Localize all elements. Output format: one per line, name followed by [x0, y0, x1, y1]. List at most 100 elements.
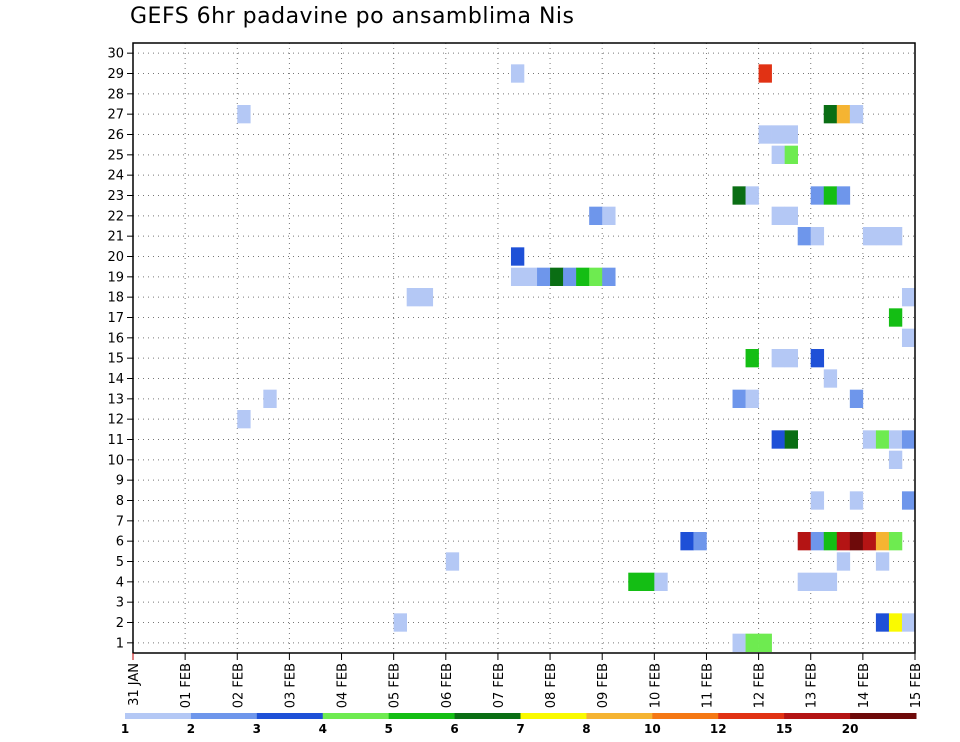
y-tick-label: 25 [107, 148, 124, 163]
heatmap-cell [836, 105, 851, 124]
heatmap-cell [875, 613, 890, 632]
y-tick-label: 5 [116, 555, 124, 570]
legend-swatch [125, 713, 192, 719]
heatmap-cell [237, 105, 251, 124]
legend-label: 4 [319, 722, 327, 736]
heatmap-cell [745, 633, 759, 652]
y-tick-label: 18 [107, 291, 124, 306]
heatmap-cell [810, 349, 825, 368]
legend-swatch [190, 713, 258, 719]
heatmap-cell [823, 369, 838, 388]
heatmap-cell [745, 349, 759, 368]
y-tick-label: 16 [107, 331, 124, 346]
heatmap-cell [888, 308, 903, 327]
y-tick-label: 8 [116, 494, 124, 509]
heatmap-cell [550, 267, 564, 286]
heatmap-cell [510, 247, 525, 266]
heatmap-cell [810, 532, 825, 551]
color-legend: 1 2 3 4 5 6 7 8 10 12 15 20 [121, 713, 917, 736]
heatmap-cell [589, 267, 603, 286]
chart-title: GEFS 6hr padavine po ansamblima Nis [130, 4, 575, 29]
x-tick-label: 10 FEB [648, 663, 663, 708]
y-tick-label: 15 [107, 352, 124, 367]
x-tick-label: 06 FEB [440, 663, 455, 708]
heatmap-cell [771, 430, 785, 449]
legend-label: 12 [710, 722, 727, 736]
y-tick-label: 2 [116, 616, 124, 631]
legend-swatch [388, 713, 456, 719]
heatmap-cell [419, 288, 434, 307]
heatmap-cell [510, 64, 525, 83]
heatmap-cell [901, 328, 916, 347]
heatmap-cell [797, 572, 812, 591]
legend-label: 8 [582, 722, 590, 736]
y-tick-label: 14 [107, 372, 124, 387]
y-tick-label: 23 [107, 189, 124, 204]
y-tick-label: 1 [116, 636, 124, 651]
heatmap-cell [849, 491, 864, 510]
legend-label: 3 [253, 722, 261, 736]
plot-frame [132, 42, 916, 654]
heatmap-cell [797, 532, 812, 551]
legend-swatch [520, 713, 587, 719]
heatmap-cell [810, 491, 825, 510]
heatmap-cell [888, 227, 903, 246]
y-tick-label: 28 [107, 87, 124, 102]
heatmap-cell [810, 572, 825, 591]
legend-label: 7 [516, 722, 524, 736]
heatmap-cell [901, 613, 916, 632]
heatmap-cell [576, 267, 590, 286]
heatmap-cell [901, 430, 916, 449]
x-axis: 31 JAN 01 FEB 02 FEB 03 FEB 04 FEB 05 FEB 06 F… [127, 653, 924, 708]
heatmap-cell [810, 186, 825, 205]
legend-label: 5 [384, 722, 392, 736]
heatmap-cell [823, 186, 838, 205]
legend-swatch [322, 713, 390, 719]
heatmap-cell [628, 572, 642, 591]
heatmap-cell [641, 572, 655, 591]
heatmap-cell [771, 145, 785, 164]
heatmap-cell [745, 186, 759, 205]
heatmap-cell [888, 532, 903, 551]
legend-label: 2 [187, 722, 195, 736]
legend-swatch [256, 713, 324, 719]
x-tick-label: 03 FEB [283, 663, 298, 708]
heatmap-cell [510, 267, 525, 286]
y-tick-label: 7 [116, 514, 124, 529]
y-tick-label: 9 [116, 474, 124, 489]
y-tick-label: 3 [116, 596, 124, 611]
heatmap-cell [602, 206, 616, 225]
heatmap-cell [758, 64, 772, 83]
heatmap-cell [810, 227, 825, 246]
heatmap-cell [563, 267, 577, 286]
heatmap-cell [784, 145, 798, 164]
heatmap-cell [836, 552, 851, 571]
heatmap-cell [745, 389, 759, 408]
heatmap-cell [784, 125, 798, 144]
y-tick-label: 12 [107, 413, 124, 428]
x-tick-label: 05 FEB [388, 663, 403, 708]
heatmap-cell [901, 288, 916, 307]
heatmap-cell [875, 532, 890, 551]
legend-swatch [718, 713, 785, 719]
heatmap-cell [732, 389, 746, 408]
x-tick-label: 09 FEB [596, 663, 611, 708]
x-tick-label: 31 JAN [127, 663, 142, 706]
x-tick-label: 02 FEB [231, 663, 246, 708]
x-tick-label: 04 FEB [336, 663, 351, 708]
y-tick-label: 27 [107, 108, 124, 123]
x-tick-label: 07 FEB [492, 663, 507, 708]
x-tick-label: 15 FEB [909, 663, 924, 708]
heatmap-cell [771, 206, 785, 225]
legend-swatch [850, 713, 917, 719]
heatmap-cell [888, 613, 903, 632]
x-tick-label: 01 FEB [179, 663, 194, 708]
y-tick-label: 21 [107, 230, 124, 245]
heatmap-cell [693, 532, 707, 551]
heatmap-cell [784, 349, 798, 368]
y-tick-label: 22 [107, 209, 124, 224]
y-tick-label: 6 [116, 535, 124, 550]
heatmap-cell [888, 450, 903, 469]
heatmap-cell [406, 288, 421, 307]
